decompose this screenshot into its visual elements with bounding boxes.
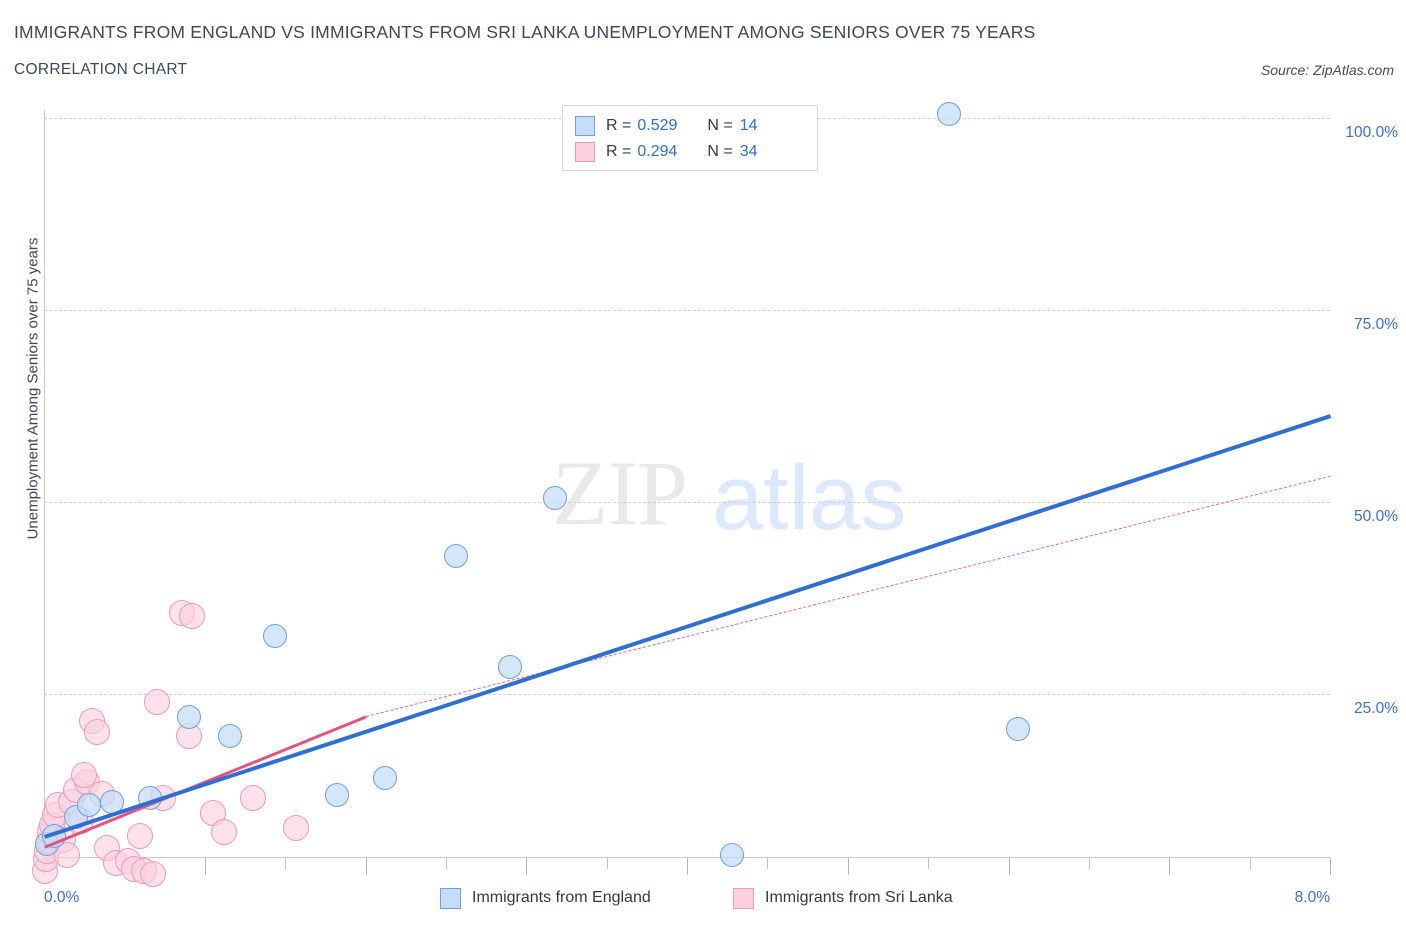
y-axis-title: Unemployment Among Seniors over 75 years bbox=[24, 237, 42, 540]
scatter-point[interactable] bbox=[239, 784, 266, 811]
x-axis-tick bbox=[1249, 858, 1251, 869]
x-axis-tick bbox=[847, 858, 849, 875]
y-tick-label: 100.0% bbox=[1345, 124, 1398, 141]
stats-r-value-england: 0.529 bbox=[637, 117, 678, 134]
scatter-point[interactable] bbox=[1006, 716, 1031, 741]
stats-swatch-srilanka-icon bbox=[575, 142, 595, 162]
scatter-point[interactable] bbox=[443, 543, 468, 568]
scatter-point[interactable] bbox=[138, 785, 163, 810]
chart-subtitle: CORRELATION CHART bbox=[14, 61, 188, 78]
gridline bbox=[44, 694, 1330, 695]
x-tick-label-max: 8.0% bbox=[1294, 889, 1330, 906]
scatter-point[interactable] bbox=[41, 824, 66, 849]
x-tick-label-min: 0.0% bbox=[44, 889, 80, 906]
legend-item-england[interactable]: Immigrants from England bbox=[440, 884, 651, 912]
scatter-point[interactable] bbox=[99, 789, 124, 814]
y-axis-line bbox=[44, 110, 45, 858]
y-tick-label: 75.0% bbox=[1354, 316, 1398, 333]
x-axis-tick bbox=[687, 858, 688, 875]
legend-label-srilanka: Immigrants from Sri Lanka bbox=[765, 889, 953, 906]
stats-swatch-england-icon bbox=[575, 116, 595, 136]
scatter-point[interactable] bbox=[543, 486, 568, 511]
stats-box: R = 0.529 N = 14 R = 0.294 N = 34 bbox=[562, 105, 818, 171]
x-axis-line bbox=[44, 857, 1330, 858]
scatter-point[interactable] bbox=[71, 761, 98, 788]
stats-r-value-srilanka: 0.294 bbox=[637, 143, 678, 160]
trendline-srilanka-extrapolated bbox=[365, 475, 1331, 717]
legend-swatch-srilanka-icon bbox=[733, 887, 754, 909]
trendline-england bbox=[44, 413, 1332, 839]
x-axis-tick bbox=[1008, 858, 1010, 875]
legend-item-srilanka[interactable]: Immigrants from Sri Lanka bbox=[733, 884, 953, 912]
scatter-point[interactable] bbox=[324, 783, 349, 808]
x-axis-tick bbox=[285, 858, 287, 869]
scatter-point[interactable] bbox=[178, 602, 205, 629]
x-axis-tick bbox=[928, 858, 930, 869]
y-tick-label: 25.0% bbox=[1354, 700, 1398, 717]
x-axis-tick bbox=[1169, 858, 1171, 875]
x-axis-tick bbox=[445, 858, 447, 869]
stats-n-label-england: N = bbox=[707, 117, 733, 134]
x-axis-tick bbox=[767, 858, 769, 869]
scatter-point[interactable] bbox=[84, 719, 111, 746]
x-axis-tick bbox=[365, 858, 367, 875]
stats-n-value-srilanka: 34 bbox=[739, 143, 758, 160]
stats-row-srilanka: R = 0.294 N = 34 bbox=[575, 140, 758, 164]
stats-n-label-srilanka: N = bbox=[707, 143, 733, 160]
x-axis-tick bbox=[606, 858, 608, 869]
scatter-point[interactable] bbox=[143, 688, 170, 715]
x-axis-tick bbox=[204, 858, 206, 875]
source-label: Source: ZipAtlas.com bbox=[1260, 62, 1394, 78]
x-axis-tick bbox=[1088, 858, 1090, 869]
gridline bbox=[44, 310, 1330, 311]
scatter-point[interactable] bbox=[937, 102, 962, 127]
scatter-point[interactable] bbox=[218, 724, 243, 749]
stats-n-value-england: 14 bbox=[739, 117, 758, 134]
stats-row-england: R = 0.529 N = 14 bbox=[575, 114, 758, 138]
stats-r-label-srilanka: R = bbox=[606, 143, 632, 160]
scatter-point[interactable] bbox=[498, 655, 523, 680]
plot-area bbox=[31, 102, 1332, 888]
scatter-point[interactable] bbox=[127, 823, 154, 850]
legend-swatch-england-icon bbox=[440, 887, 461, 909]
legend-label-england: Immigrants from England bbox=[472, 889, 651, 906]
x-axis-tick bbox=[1330, 858, 1331, 875]
scatter-point[interactable] bbox=[720, 843, 744, 868]
x-axis-tick bbox=[526, 858, 528, 875]
scatter-point[interactable] bbox=[77, 792, 101, 817]
y-tick-label: 50.0% bbox=[1354, 508, 1398, 525]
gridline bbox=[44, 502, 1330, 503]
scatter-point[interactable] bbox=[283, 815, 310, 842]
scatter-point[interactable] bbox=[372, 766, 397, 791]
scatter-point[interactable] bbox=[176, 705, 201, 730]
scatter-point[interactable] bbox=[211, 819, 238, 846]
scatter-point[interactable] bbox=[263, 624, 288, 649]
stats-r-label-england: R = bbox=[606, 117, 632, 134]
page-title: IMMIGRANTS FROM ENGLAND VS IMMIGRANTS FR… bbox=[14, 22, 1036, 42]
scatter-point[interactable] bbox=[140, 861, 167, 888]
